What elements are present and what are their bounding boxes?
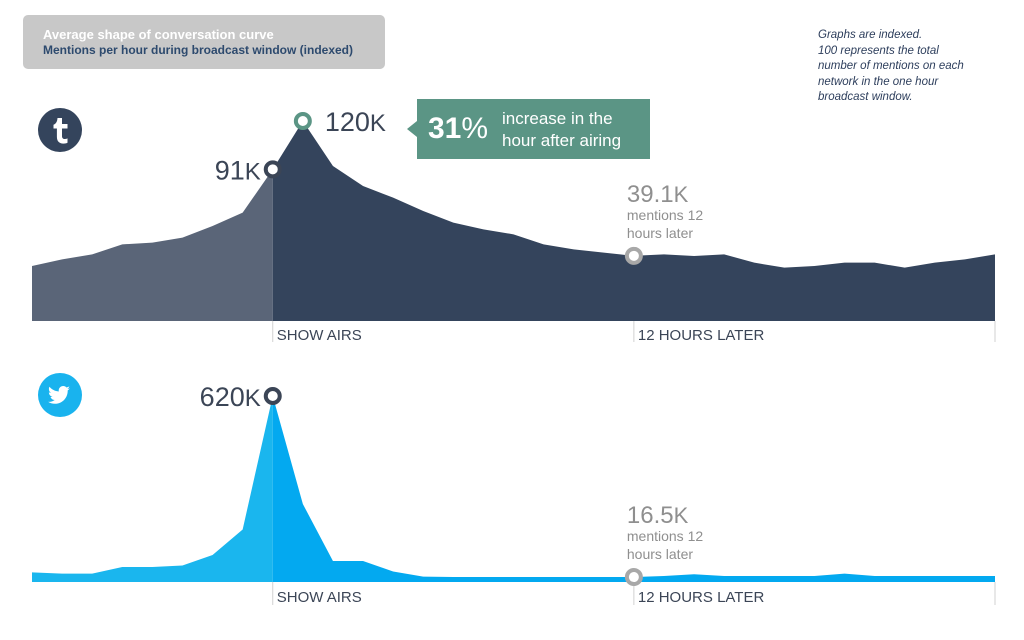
- peak-value-label: 120K: [325, 107, 386, 137]
- later-value-number: 16.5: [627, 502, 674, 529]
- airing-value-label: 620K: [200, 382, 261, 412]
- note-line: Graphs are indexed.: [818, 29, 923, 41]
- data-point-marker: [624, 568, 643, 587]
- callout-percent: 31%: [428, 113, 488, 145]
- airing-value-unit: K: [245, 385, 261, 412]
- later-value-label: 16.5K: [627, 502, 689, 529]
- note-line: 100 represents the total: [818, 44, 939, 57]
- show-airs-label: SHOW AIRS: [277, 327, 362, 344]
- note-line: broadcast window.: [818, 91, 913, 103]
- callout-percent-value: 31: [428, 112, 462, 145]
- later-value-unit: K: [674, 503, 689, 528]
- callout-line: increase in the: [502, 109, 613, 128]
- peak-value-number: 120: [325, 107, 370, 137]
- data-point-marker: [263, 387, 282, 405]
- tumblr-logo-icon: [38, 108, 82, 152]
- twitter-bird-icon: [38, 373, 82, 417]
- callout-description: increase in the hour after airing: [502, 108, 621, 152]
- later-value-label: 39.1K: [627, 181, 689, 208]
- index-note: Graphs are indexed. 100 represents the t…: [818, 28, 998, 106]
- note-line: network in the one hour: [818, 75, 939, 88]
- later-label: 12 HOURS LATER: [638, 327, 765, 344]
- airing-value-number: 620: [200, 382, 245, 412]
- later-subtitle-line: hours later: [627, 225, 693, 241]
- airing-value-unit: K: [245, 158, 261, 185]
- airing-value-number: 91: [215, 155, 245, 185]
- data-point-marker: [293, 112, 312, 130]
- later-subtitle-line: hours later: [627, 546, 693, 562]
- tumblr-area-series: [32, 121, 995, 321]
- peak-value-unit: K: [370, 110, 386, 137]
- chart-title: Average shape of conversation curve: [43, 27, 274, 42]
- data-point-marker: [263, 160, 282, 179]
- airing-value-label: 91K: [215, 155, 261, 185]
- chart-subtitle: Mentions per hour during broadcast windo…: [43, 43, 354, 57]
- later-label: 12 HOURS LATER: [638, 589, 765, 606]
- callout-line: hour after airing: [502, 131, 622, 150]
- show-airs-label: SHOW AIRS: [277, 589, 362, 606]
- note-line: number of mentions on each: [818, 60, 964, 72]
- increase-callout: 31% increase in the hour after airing: [407, 99, 650, 159]
- twitter-area-before-airing: [32, 396, 273, 582]
- twitter-area-series: [32, 396, 995, 582]
- tumblr-area-after-airing: [272, 121, 995, 321]
- twitter-area-after-airing: [272, 396, 995, 582]
- data-point-marker: [624, 246, 643, 265]
- tumblr-area-before-airing: [32, 169, 273, 321]
- later-value-unit: K: [674, 182, 689, 207]
- callout-percent-unit: %: [461, 112, 489, 145]
- chart-title-box: Average shape of conversation curve Ment…: [23, 15, 385, 69]
- chart-annotations: SHOW AIRS 12 HOURS LATER91K120K39.1Kmenti…: [200, 107, 996, 606]
- later-subtitle-line: mentions 12: [627, 207, 703, 223]
- later-subtitle-line: mentions 12: [627, 528, 703, 544]
- later-value-number: 39.1: [627, 181, 674, 208]
